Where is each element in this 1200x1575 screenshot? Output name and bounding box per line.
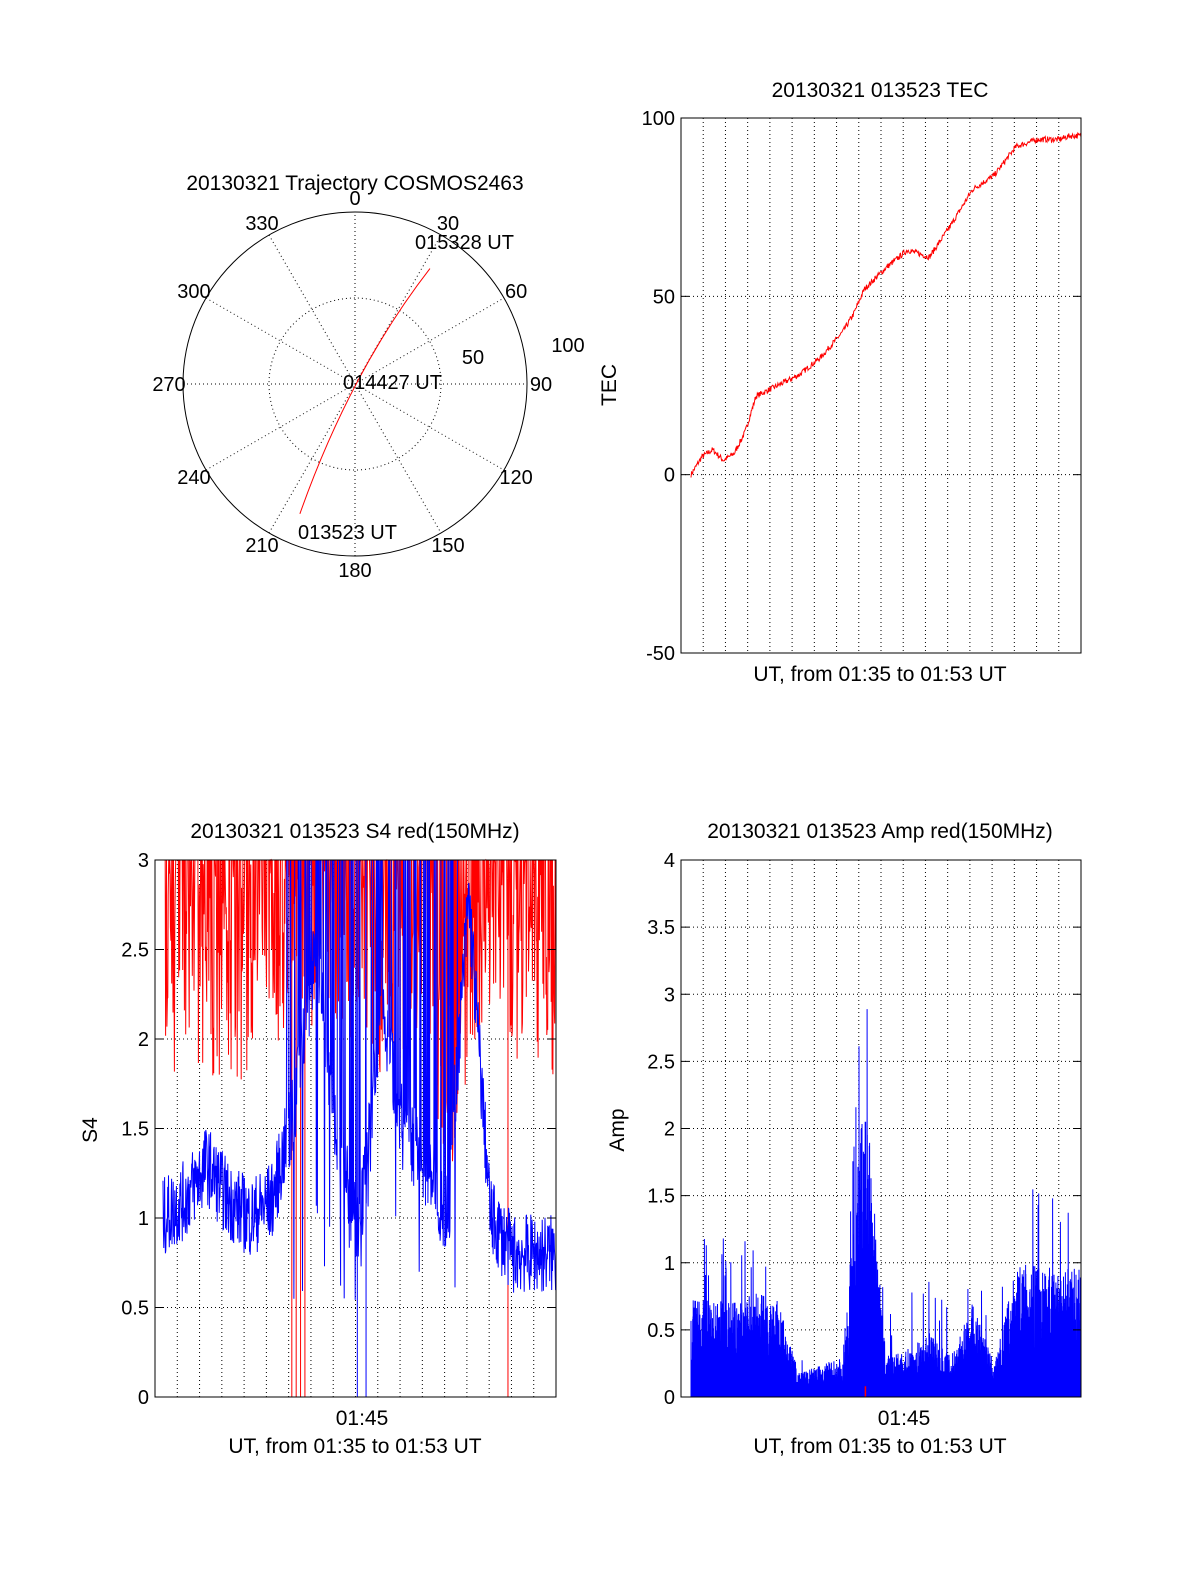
- y-tick-label: 4: [664, 850, 675, 872]
- y-tick-label: 2: [138, 1029, 149, 1051]
- y-tick-label: 50: [653, 286, 675, 308]
- trajectory-start-label: 013523 UT: [298, 522, 397, 544]
- s4-x-label: UT, from 01:35 to 01:53 UT: [228, 1435, 481, 1458]
- tec-title: 20130321 013523 TEC: [772, 79, 989, 102]
- amp-chart: 20130321 013523 Amp red(150MHz) 0 0.5 1 1.5…: [606, 820, 1082, 1458]
- amp-blue-series: [690, 1009, 1082, 1398]
- amp-x-label: UT, from 01:35 to 01:53 UT: [753, 1435, 1006, 1458]
- polar-radial-label-100: 100: [551, 335, 584, 357]
- polar-azimuth-label: 150: [431, 535, 464, 557]
- y-tick-label: 1.5: [121, 1119, 149, 1141]
- polar-azimuth-label: 30: [437, 213, 459, 235]
- polar-azimuth-label: 210: [245, 535, 278, 557]
- y-tick-label: 0: [664, 1387, 675, 1409]
- polar-azimuth-label: 0: [349, 188, 360, 210]
- polar-chart: 20130321 Trajectory COSMOS2463 0 30 60 90 12…: [152, 172, 584, 582]
- amp-x-tick-label: 01:45: [878, 1407, 931, 1430]
- polar-azimuth-label: 240: [177, 467, 210, 489]
- y-tick-label: 2: [664, 1119, 675, 1141]
- s4-blue-line: [162, 859, 557, 1300]
- y-tick-label: 3.5: [647, 917, 675, 939]
- y-tick-label: 0: [664, 465, 675, 487]
- y-tick-label: -50: [646, 643, 675, 665]
- tec-frame: [680, 117, 1082, 654]
- s4-blue-series: [162, 859, 557, 1397]
- tec-y-label: TEC: [598, 364, 621, 406]
- s4-frame: [154, 859, 557, 1398]
- y-tick-label: 0.5: [647, 1320, 675, 1342]
- tec-x-label: UT, from 01:35 to 01:53 UT: [753, 663, 1006, 686]
- polar-title: 20130321 Trajectory COSMOS2463: [186, 172, 523, 195]
- y-tick-label: 100: [642, 108, 675, 130]
- trajectory-end-label: 015328 UT: [415, 232, 514, 254]
- polar-azimuth-labels: 0 30 60 90 120 150 180 210 240 270 300 330: [152, 188, 552, 582]
- amp-frame: [680, 859, 1082, 1398]
- y-tick-label: 2.5: [121, 940, 149, 962]
- y-tick-label: 1.5: [647, 1186, 675, 1208]
- s4-x-tick-label: 01:45: [336, 1407, 389, 1430]
- y-tick-label: 2.5: [647, 1051, 675, 1073]
- tec-series-line: [690, 131, 1082, 478]
- s4-y-ticks: 0 0.5 1 1.5 2 2.5 3: [121, 850, 556, 1409]
- y-tick-label: 0.5: [121, 1298, 149, 1320]
- polar-azimuth-label: 330: [245, 213, 278, 235]
- trajectory-line: [299, 268, 431, 514]
- y-tick-label: 3: [664, 984, 675, 1006]
- polar-azimuth-label: 120: [499, 467, 532, 489]
- y-tick-label: 1: [664, 1253, 675, 1275]
- polar-inner-circle: [268, 297, 442, 471]
- amp-bars-line: [690, 1009, 1082, 1398]
- polar-azimuth-label: 180: [338, 560, 371, 582]
- amp-title: 20130321 013523 Amp red(150MHz): [707, 820, 1053, 843]
- polar-azimuth-label: 270: [152, 374, 185, 396]
- amp-y-label: Amp: [606, 1108, 629, 1151]
- polar-azimuth-label: 90: [530, 374, 552, 396]
- polar-radial-label-50: 50: [462, 347, 484, 369]
- polar-azimuth-label: 300: [177, 281, 210, 303]
- y-tick-label: 1: [138, 1208, 149, 1230]
- y-tick-label: 3: [138, 850, 149, 872]
- tec-grid: [681, 118, 1081, 653]
- amp-y-ticks: 0 0.5 1 1.5 2 2.5 3 3.5 4: [647, 850, 1081, 1409]
- s4-y-label: S4: [79, 1117, 102, 1143]
- polar-azimuth-label: 60: [505, 281, 527, 303]
- trajectory-mid-label: 014427 UT: [343, 372, 442, 394]
- y-tick-label: 0: [138, 1387, 149, 1409]
- s4-chart: 20130321 013523 S4 red(150MHz) 0 0.5 1 1.5 2…: [79, 820, 557, 1458]
- s4-title: 20130321 013523 S4 red(150MHz): [190, 820, 519, 843]
- polar-spokes: [183, 212, 527, 556]
- tec-chart: 20130321 013523 TEC -50 0 50 100 TEC UT, fr…: [598, 79, 1082, 686]
- polar-spoke-150: [268, 234, 442, 534]
- tec-y-ticks: -50 0 50 100: [642, 108, 1081, 665]
